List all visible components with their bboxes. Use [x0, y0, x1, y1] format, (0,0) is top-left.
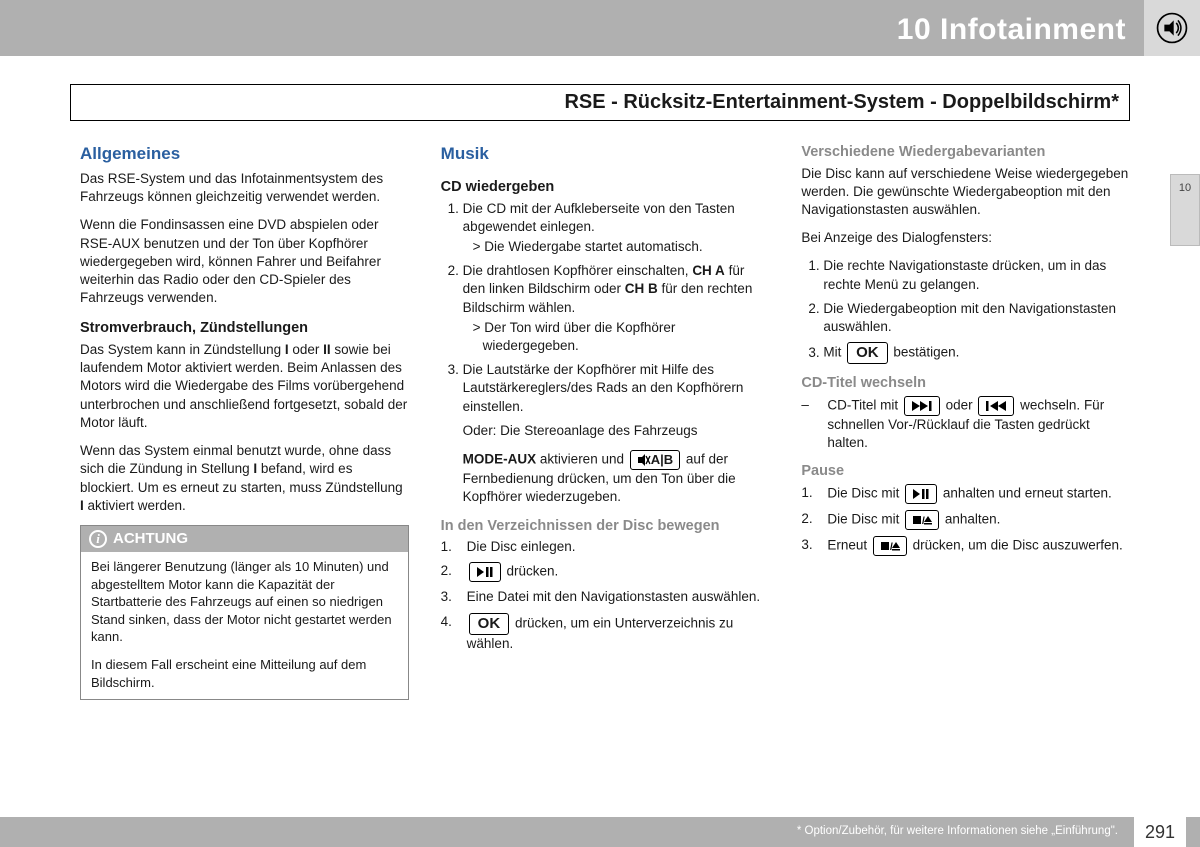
heading-cd-titel: CD-Titel wechseln	[801, 374, 1130, 394]
achtung-header: i ACHTUNG	[81, 526, 408, 552]
list-item: 3. Erneut / drücken, um die Disc auszuwe…	[801, 536, 1130, 556]
heading-strom: Stromverbrauch, Zündstellungen	[80, 319, 409, 339]
body-text: Das RSE-System und das Infotainmentsyste…	[80, 170, 409, 206]
list-item: 4. OK drücken, um ein Unterverzeichnis z…	[441, 613, 770, 653]
subtitle-box: RSE - Rücksitz-Entertainment-System - Do…	[70, 84, 1130, 121]
column-1: Allgemeines Das RSE-System und das Infot…	[80, 143, 409, 700]
body-text: Oder: Die Stereoanlage des Fahrzeugs	[463, 422, 770, 440]
heading-wiedergabevarianten: Verschiedene Wiedergabevarianten	[801, 143, 1130, 163]
dialog-steps-list: Die rechte Navigationstaste drücken, um …	[801, 257, 1130, 364]
page-subtitle: RSE - Rücksitz-Entertainment-System - Do…	[70, 84, 1130, 121]
page-container: 10 Infotainment RSE - Rücksitz-Entertain…	[0, 0, 1200, 847]
heading-cd-wiedergeben: CD wiedergeben	[441, 178, 770, 198]
play-pause-button	[469, 562, 501, 582]
heading-allgemeines: Allgemeines	[80, 143, 409, 166]
achtung-body: Bei längerer Benutzung (länger als 10 Mi…	[81, 552, 408, 699]
content-columns: Allgemeines Das RSE-System und das Infot…	[0, 135, 1200, 700]
body-text: MODE-AUX aktivieren und A|B auf der Fern…	[463, 450, 770, 506]
heading-musik: Musik	[441, 143, 770, 166]
list-item: 1.Die Disc einlegen.	[441, 538, 770, 556]
sub-note: > Der Ton wird über die Kopfhörer wieder…	[473, 319, 770, 355]
body-text: Wenn die Fondinsassen eine DVD abspielen…	[80, 216, 409, 307]
cd-steps-list: Die CD mit der Aufkleberseite von den Ta…	[441, 200, 770, 416]
play-pause-button	[905, 484, 937, 504]
list-item: 3.Eine Datei mit den Navigationstasten a…	[441, 588, 770, 606]
page-footer: * Option/Zubehör, für weitere Informatio…	[0, 817, 1200, 847]
heading-verzeichnisse: In den Verzeichnissen der Disc bewegen	[441, 517, 770, 537]
list-item: 2. Die Disc mit / anhalten.	[801, 510, 1130, 530]
stop-eject-button: /	[873, 536, 907, 556]
next-track-button	[904, 396, 940, 416]
achtung-note: i ACHTUNG Bei längerer Benutzung (länger…	[80, 525, 409, 700]
chapter-title: 10 Infotainment	[0, 0, 1144, 56]
list-item: Mit OK bestätigen.	[823, 342, 1130, 364]
info-icon: i	[89, 530, 107, 548]
mute-ab-button: A|B	[630, 450, 680, 470]
heading-pause: Pause	[801, 462, 1130, 482]
list-item: Die CD mit der Aufkleberseite von den Ta…	[463, 200, 770, 257]
body-text: Wenn das System einmal benutzt wurde, oh…	[80, 442, 409, 515]
list-item: – CD-Titel mit oder wechseln. Für schnel…	[801, 396, 1130, 452]
body-text: Die Disc kann auf verschiedene Weise wie…	[801, 165, 1130, 220]
sub-note: > Die Wiedergabe startet automatisch.	[473, 238, 770, 256]
list-item: 2. drücken.	[441, 562, 770, 582]
stop-eject-button: /	[905, 510, 939, 530]
body-text: Das System kann in Zündstellung I oder I…	[80, 341, 409, 432]
ok-button: OK	[847, 342, 888, 364]
ok-button: OK	[469, 613, 510, 635]
page-header: 10 Infotainment	[0, 0, 1200, 56]
achtung-title: ACHTUNG	[113, 529, 188, 549]
column-2: Musik CD wiedergeben Die CD mit der Aufk…	[441, 143, 770, 700]
side-tab: 10	[1170, 174, 1200, 246]
list-item: Die drahtlosen Kopfhörer einschalten, CH…	[463, 262, 770, 355]
speaker-icon	[1144, 0, 1200, 56]
list-item: Die rechte Navigationstaste drücken, um …	[823, 257, 1130, 293]
footnote-text: * Option/Zubehör, für weitere Informatio…	[797, 824, 1118, 840]
list-item: Die Lautstärke der Kopfhörer mit Hilfe d…	[463, 361, 770, 416]
column-3: Verschiedene Wiedergabevarianten Die Dis…	[801, 143, 1130, 700]
list-item: Die Wiedergabeoption mit den Navigations…	[823, 300, 1130, 336]
body-text: Bei Anzeige des Dialogfensters:	[801, 229, 1130, 247]
prev-track-button	[978, 396, 1014, 416]
page-number: 291	[1134, 817, 1186, 847]
list-item: 1. Die Disc mit anhalten und erneut star…	[801, 484, 1130, 504]
